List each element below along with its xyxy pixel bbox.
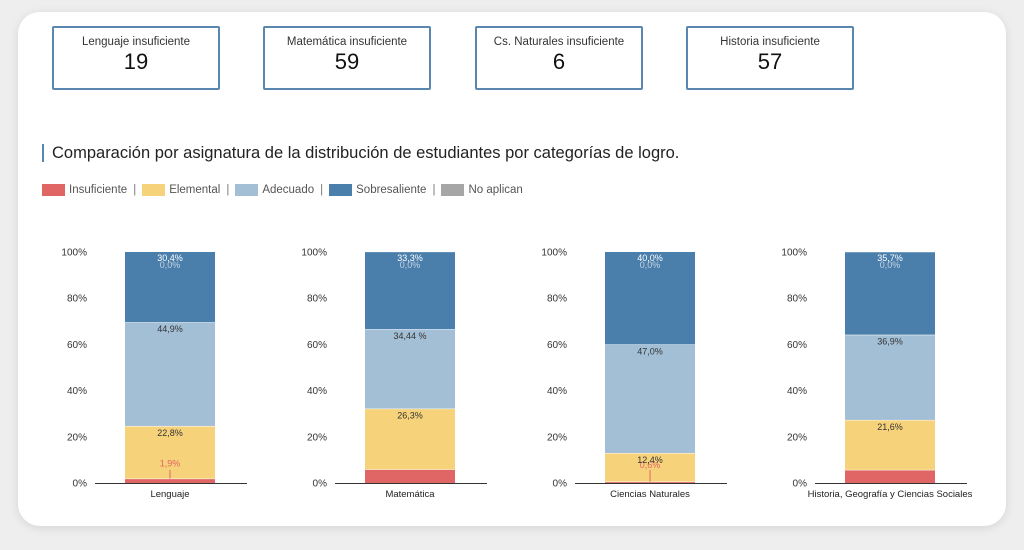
y-tick-label: 60%	[307, 340, 327, 351]
bar-segment-elemental	[125, 425, 215, 479]
data-label: 5,7%	[880, 472, 901, 482]
data-label: 0,0%	[160, 260, 181, 270]
legend-item-adecuado[interactable]: Adecuado	[235, 184, 314, 196]
data-label: 12,4%	[637, 455, 663, 465]
y-tick-label: 80%	[787, 294, 807, 305]
x-category-label: Historia, Geografía y Ciencias Sociales	[808, 489, 973, 500]
kpi-label: Cs. Naturales insuficiente	[493, 36, 625, 48]
data-label: 35,7%	[877, 253, 903, 263]
y-tick-label: 60%	[787, 340, 807, 351]
kpi-label: Lenguaje insuficiente	[81, 36, 191, 48]
bar-segment-sobresaliente	[845, 252, 935, 335]
legend-label: Elemental	[169, 184, 221, 196]
legend-label: Sobresaliente	[356, 184, 427, 196]
legend-item-elemental[interactable]: Elemental	[142, 184, 220, 196]
y-tick-label: 60%	[67, 340, 87, 351]
bar-segment-sobresaliente	[125, 252, 215, 323]
data-label: 26,3%	[397, 411, 423, 421]
bar-segment-elemental	[365, 408, 455, 470]
y-tick-label: 0%	[313, 479, 328, 490]
y-tick-label: 100%	[541, 248, 567, 259]
data-label: 5,9%	[400, 471, 421, 481]
bar-segment-insuficiente	[125, 478, 215, 483]
data-label: 33,3%	[397, 253, 423, 263]
y-tick-label: 0%	[553, 479, 568, 490]
legend-label: Insuficiente	[69, 184, 128, 196]
kpi-card-historia[interactable]: Historia insuficiente 57	[686, 26, 854, 90]
y-tick-label: 20%	[67, 432, 87, 443]
kpi-value: 19	[123, 49, 149, 74]
bar-segment-insuficiente	[845, 469, 935, 483]
legend-swatch	[42, 184, 65, 196]
y-tick-label: 0%	[793, 479, 808, 490]
bar-segment-sobresaliente	[605, 252, 695, 345]
y-tick-label: 80%	[307, 294, 327, 305]
y-tick-label: 80%	[67, 294, 87, 305]
data-label: 0,6%	[640, 460, 661, 470]
data-label: 44,9%	[157, 324, 183, 334]
data-label: 1,9%	[160, 459, 181, 469]
data-label: 34,44 %	[393, 331, 426, 341]
legend-separator: |	[226, 184, 230, 196]
bar-segment-adecuado	[845, 334, 935, 420]
data-label: 0,0%	[640, 260, 661, 270]
legend-swatch	[441, 184, 465, 196]
legend-label: Adecuado	[262, 184, 315, 196]
data-label: 40,0%	[637, 253, 663, 263]
legend-separator: |	[320, 184, 324, 196]
y-tick-label: 40%	[67, 386, 87, 397]
legend-swatch	[142, 184, 166, 196]
data-label: 0,0%	[400, 260, 421, 270]
kpi-card-ciencias-naturales[interactable]: Cs. Naturales insuficiente 6	[475, 26, 643, 90]
bar-segment-sobresaliente	[365, 252, 455, 330]
data-label: 36,9%	[877, 337, 903, 347]
kpi-label: Historia insuficiente	[720, 36, 820, 48]
data-label: 21,6%	[877, 422, 903, 432]
data-label: 30,4%	[157, 253, 183, 263]
y-tick-label: 100%	[781, 248, 807, 259]
chart-section-title: Comparación por asignatura de la distrib…	[42, 144, 679, 162]
kpi-value: 6	[552, 49, 566, 74]
legend-separator: |	[133, 184, 137, 196]
kpi-card-lenguaje[interactable]: Lenguaje insuficiente 19	[52, 26, 220, 90]
data-label: 47,0%	[637, 346, 663, 356]
x-category-label: Matemática	[385, 489, 435, 500]
x-category-label: Ciencias Naturales	[610, 489, 690, 500]
y-tick-label: 60%	[547, 340, 567, 351]
bar-segment-insuficiente	[365, 469, 455, 483]
legend-item-sobresaliente[interactable]: Sobresaliente	[329, 184, 426, 196]
y-tick-label: 20%	[787, 432, 807, 443]
y-tick-label: 20%	[307, 432, 327, 443]
y-tick-label: 0%	[73, 479, 88, 490]
legend-item-no-aplican[interactable]: No aplican	[441, 184, 523, 196]
x-category-label: Lenguaje	[150, 489, 189, 500]
y-tick-label: 20%	[547, 432, 567, 443]
kpi-value: 59	[334, 49, 360, 74]
y-tick-label: 40%	[787, 386, 807, 397]
y-tick-label: 40%	[307, 386, 327, 397]
bar-segment-elemental	[845, 419, 935, 470]
y-tick-label: 100%	[301, 248, 327, 259]
kpi-card-matematica[interactable]: Matemática insuficiente 59	[263, 26, 431, 90]
data-label: 0,0%	[880, 260, 901, 270]
legend-swatch	[329, 184, 353, 196]
kpi-value: 57	[757, 49, 783, 74]
bar-segment-adecuado	[365, 329, 455, 409]
bar-segment-adecuado	[605, 344, 695, 453]
kpi-label: Matemática insuficiente	[286, 36, 408, 48]
legend-item-insuficiente[interactable]: Insuficiente	[42, 184, 127, 196]
bar-segment-insuficiente	[605, 481, 695, 483]
legend-swatch	[235, 184, 259, 196]
y-tick-label: 40%	[547, 386, 567, 397]
legend-separator: |	[432, 184, 436, 196]
y-tick-label: 80%	[547, 294, 567, 305]
data-label: 22,8%	[157, 428, 183, 438]
y-tick-label: 100%	[61, 248, 87, 259]
chart-legend: Insuficiente | Elemental | Adecuado | So…	[42, 184, 523, 196]
legend-label: No aplican	[468, 184, 523, 196]
bar-segment-adecuado	[125, 322, 215, 426]
